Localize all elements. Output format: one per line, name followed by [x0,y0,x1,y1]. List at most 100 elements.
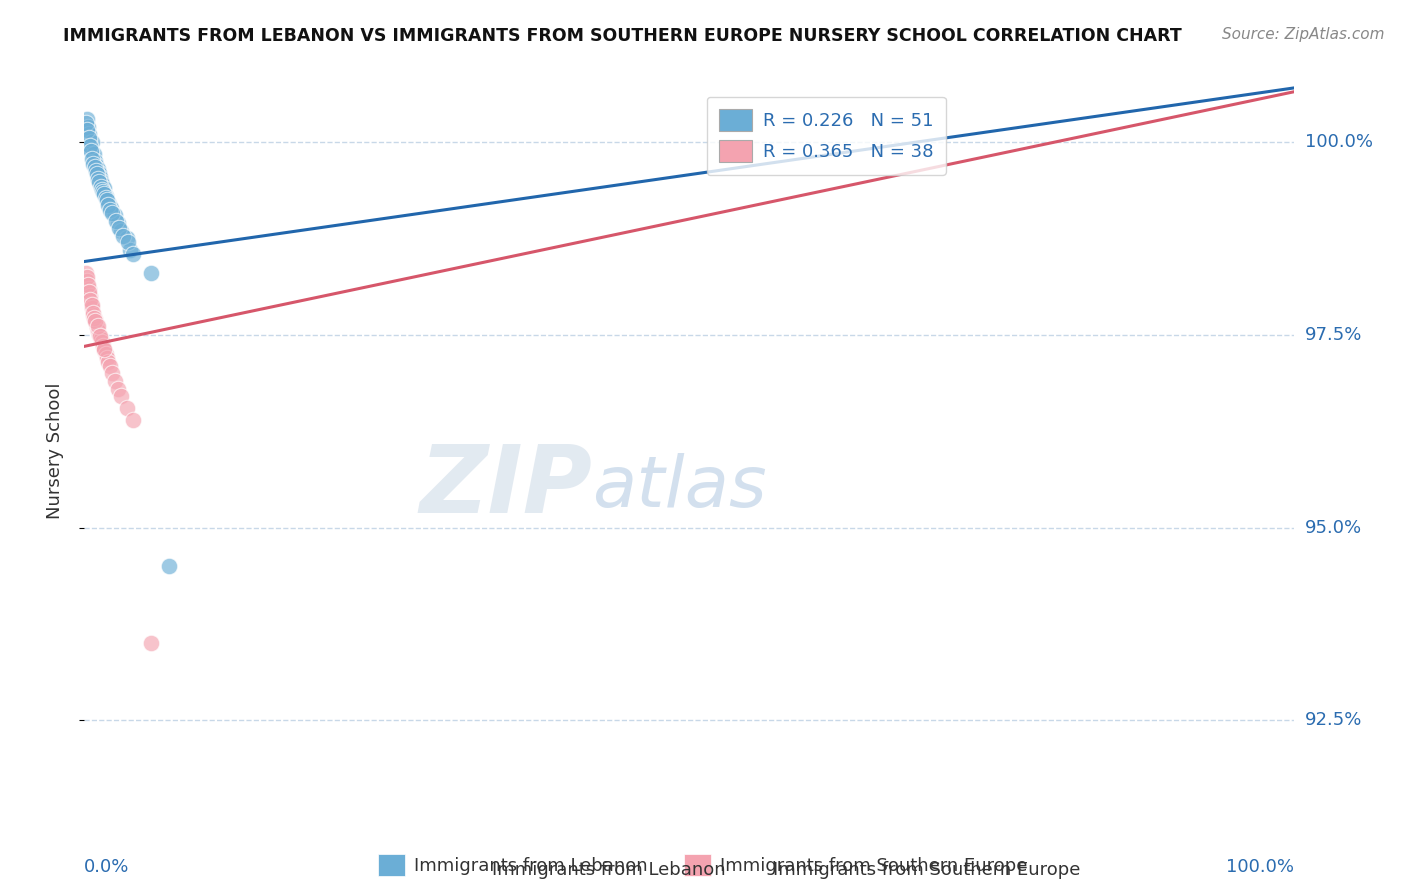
Point [96,351,118,365]
Text: Immigrants from Lebanon: Immigrants from Lebanon [492,861,725,879]
Point [91,185,114,199]
Point [80,298,103,312]
Point [96,193,118,207]
Text: 100.0%: 100.0% [1305,133,1372,151]
Point [87,172,110,186]
Point [89,169,111,184]
Text: 97.5%: 97.5% [1305,326,1362,343]
Point [157,559,180,574]
Point [84,314,107,328]
Point [94,189,117,203]
Point [121,412,143,426]
Point [86,167,108,181]
Point [79,143,101,157]
Point [82,301,104,315]
Point [104,208,127,222]
Point [93,181,115,195]
Point [97,196,120,211]
Point [87,324,110,338]
Point [84,164,107,178]
Point [86,320,108,334]
Point [90,173,112,187]
Point [94,347,117,361]
Point [82,306,104,320]
Point [139,636,162,650]
Point [77,131,100,145]
Point [91,339,114,353]
Text: 95.0%: 95.0% [1305,518,1362,537]
Point [77,281,100,295]
Point [86,161,108,176]
Legend: R = 0.226   N = 51, R = 0.365   N = 38: R = 0.226 N = 51, R = 0.365 N = 38 [707,96,946,175]
Point [80,135,103,149]
Point [89,175,111,189]
Text: 92.5%: 92.5% [1305,712,1362,730]
Point [101,206,124,220]
Point [79,289,101,303]
Point [115,401,138,415]
Point [83,310,105,325]
Text: ZIP: ZIP [419,442,592,533]
Point [110,224,132,238]
Text: atlas: atlas [592,453,766,522]
Point [94,190,117,204]
Point [117,235,139,250]
Point [82,152,104,166]
Point [82,309,104,323]
Point [104,213,127,227]
Point [97,355,120,369]
Point [93,342,115,356]
Point [120,243,142,257]
Point [90,332,112,346]
Point [82,150,104,164]
Point [79,138,101,153]
Point [121,247,143,261]
Point [75,116,97,130]
Point [110,389,132,403]
Point [77,277,100,292]
Point [82,156,104,170]
Point [93,187,115,202]
Point [83,146,105,161]
Point [90,335,112,350]
Point [90,179,112,194]
Point [98,202,121,217]
Point [101,367,124,381]
Y-axis label: Nursery School: Nursery School [45,382,63,519]
Point [98,359,121,373]
Point [89,327,111,342]
Point [90,183,112,197]
Point [115,231,138,245]
Point [112,229,135,244]
Point [87,166,110,180]
Point [79,293,101,307]
Point [93,343,115,358]
Point [84,316,107,330]
Point [107,216,129,230]
Text: IMMIGRANTS FROM LEBANON VS IMMIGRANTS FROM SOUTHERN EUROPE NURSERY SCHOOL CORREL: IMMIGRANTS FROM LEBANON VS IMMIGRANTS FR… [63,27,1182,45]
Point [80,297,103,311]
Point [108,221,131,235]
Point [86,158,108,172]
Point [75,266,97,280]
Point [83,312,105,326]
Point [104,374,127,388]
Point [76,123,98,137]
Point [77,285,100,300]
Point [76,269,98,284]
Point [97,198,120,212]
Point [83,160,105,174]
Text: 0.0%: 0.0% [84,858,129,876]
Text: 100.0%: 100.0% [1226,858,1294,876]
Point [76,274,98,288]
Point [80,145,103,159]
Text: Source: ZipAtlas.com: Source: ZipAtlas.com [1222,27,1385,42]
Text: Immigrants from Southern Europe: Immigrants from Southern Europe [773,861,1081,879]
Point [100,201,122,215]
Point [84,154,107,169]
Point [76,112,98,126]
Point [77,128,100,142]
Point [139,266,162,280]
Point [86,318,108,333]
Legend: Immigrants from Lebanon, Immigrants from Southern Europe: Immigrants from Lebanon, Immigrants from… [371,847,1035,883]
